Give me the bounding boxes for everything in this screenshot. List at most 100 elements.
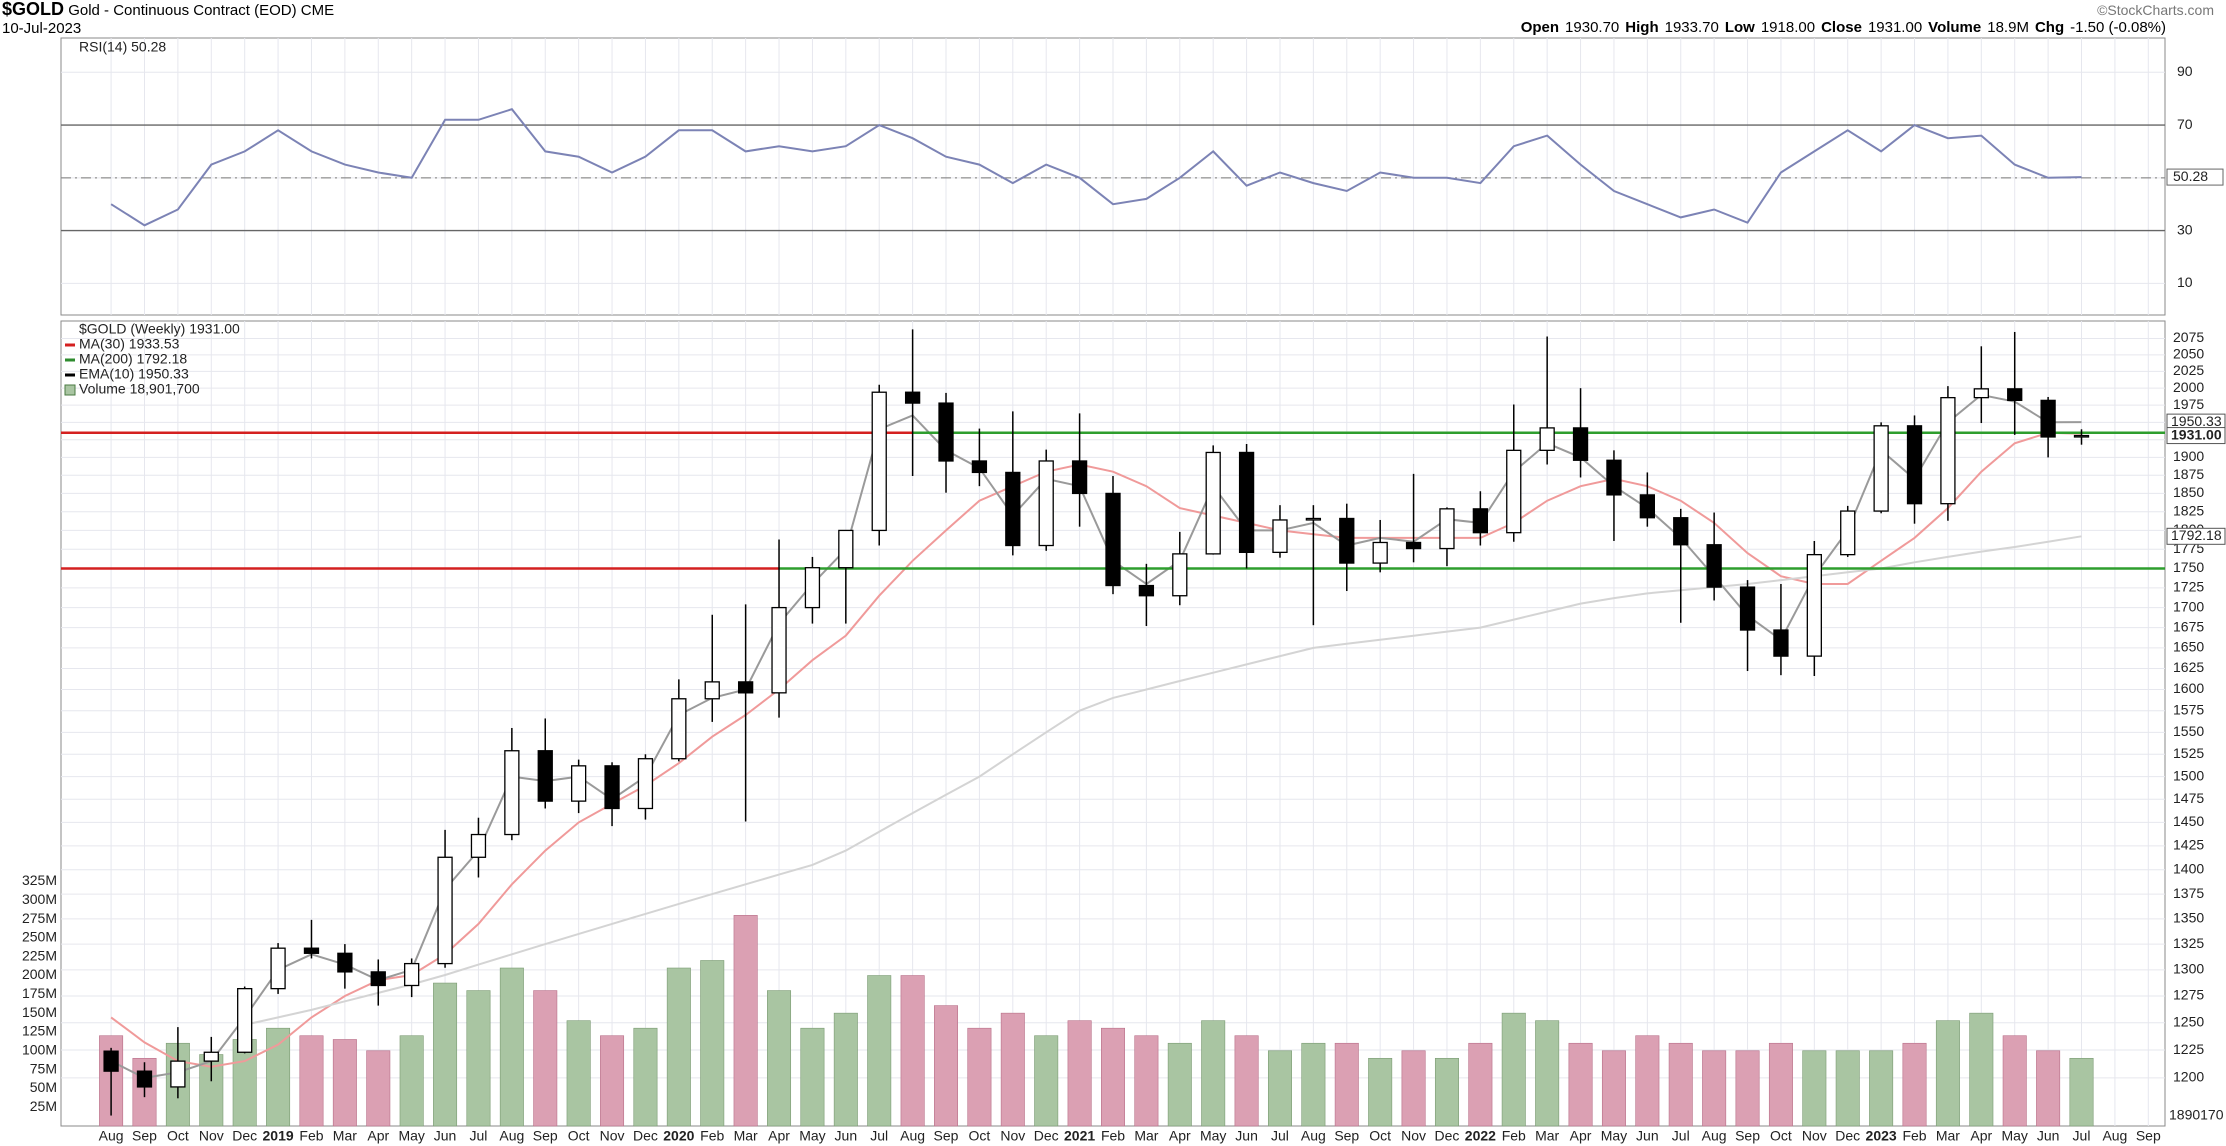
volume-bar	[934, 1005, 959, 1127]
candle-body	[671, 698, 687, 760]
value-marker-box	[2166, 168, 2224, 186]
volume-bar	[1234, 1035, 1259, 1127]
y-tick-label: 2025	[2173, 362, 2204, 378]
quote-label: Volume	[1928, 19, 1982, 36]
volume-bar	[299, 1035, 324, 1127]
x-tick-label: Nov	[1000, 1128, 1025, 1144]
candle-body	[804, 567, 821, 609]
x-tick-label: May	[799, 1128, 825, 1144]
candle-body	[1539, 427, 1555, 451]
y-tick-label: 1200	[2173, 1069, 2204, 1085]
candle-body	[1305, 517, 1322, 521]
x-tick-label: Nov	[1401, 1128, 1426, 1144]
x-tick-label: Feb	[1502, 1128, 1526, 1144]
y-tick-label: 1725	[2173, 579, 2204, 595]
volume-bar	[800, 1027, 825, 1127]
y-tick-label: 1450	[2173, 813, 2204, 829]
volume-bar	[1869, 1050, 1894, 1127]
quote-value: 1918.00	[1760, 19, 1816, 36]
rsi-line	[110, 108, 2082, 227]
y-tick-label: 1250	[2173, 1013, 2204, 1029]
x-tick-label: Jun	[434, 1128, 457, 1144]
candle-body	[1372, 541, 1388, 564]
candle-body	[437, 856, 453, 965]
candle-body	[571, 765, 587, 802]
quote-label: Open	[1520, 19, 1560, 36]
x-tick-label: Mar	[1936, 1128, 1960, 1144]
x-tick-label: Dec	[633, 1128, 658, 1144]
candle-body	[1105, 492, 1121, 587]
moving-average-line	[244, 535, 2082, 1026]
y-tick-label: 1325	[2173, 935, 2204, 951]
x-tick-label: Oct	[969, 1128, 991, 1144]
volume-bar	[1935, 1020, 1960, 1127]
x-tick-label: 2022	[1465, 1128, 1496, 1144]
candle-body	[1172, 553, 1188, 597]
x-tick-label: Jun	[1636, 1128, 1659, 1144]
volume-bar	[1635, 1035, 1660, 1127]
x-tick-label: Feb	[1101, 1128, 1125, 1144]
y-tick-label: 1875	[2173, 466, 2204, 482]
volume-bar	[266, 1027, 291, 1127]
candle-body	[737, 681, 754, 694]
x-tick-label: 2020	[663, 1128, 694, 1144]
x-tick-label: Aug	[499, 1128, 524, 1144]
x-tick-label: Apr	[1570, 1128, 1592, 1144]
candle-body	[270, 947, 286, 990]
volume-tick-label: 50M	[30, 1079, 57, 1095]
candle-body	[2073, 434, 2090, 438]
candle-body	[1606, 459, 1622, 496]
volume-bar	[1401, 1050, 1426, 1127]
candle-body	[1973, 388, 1989, 399]
symbol: $GOLD	[2, 0, 65, 19]
y-tick-label: 1750	[2173, 559, 2204, 575]
candle-body	[103, 1050, 119, 1072]
volume-tick-label: 200M	[22, 966, 57, 982]
legend-title: $GOLD (Weekly) 1931.00	[79, 321, 240, 337]
x-tick-label: Aug	[99, 1128, 124, 1144]
volume-tick-label: 75M	[30, 1060, 57, 1076]
y-tick-label: 1675	[2173, 618, 2204, 634]
candle-body	[1639, 494, 1655, 519]
volume-bar	[1468, 1042, 1493, 1127]
y-tick-label: 1975	[2173, 396, 2204, 412]
x-tick-label: Sep	[1334, 1128, 1359, 1144]
candle-body	[1873, 425, 1889, 512]
y-tick-label: 70	[2177, 116, 2193, 132]
volume-bar	[600, 1035, 625, 1127]
x-tick-label: Mar	[1535, 1128, 1559, 1144]
candle-body	[337, 952, 353, 973]
y-tick-label: 1275	[2173, 987, 2204, 1003]
y-tick-label: 1425	[2173, 837, 2204, 853]
x-tick-label: Aug	[1301, 1128, 1326, 1144]
y-tick-label: 30	[2177, 221, 2193, 237]
exchange: CME	[300, 2, 335, 19]
x-tick-label: Aug	[1702, 1128, 1727, 1144]
legend-label: EMA(10) 1950.33	[79, 366, 189, 382]
x-tick-label: Oct	[1770, 1128, 1792, 1144]
legend-swatch	[64, 384, 76, 396]
candle-body	[1238, 451, 1255, 554]
volume-bar	[733, 915, 758, 1127]
y-tick-label: 10	[2177, 274, 2193, 290]
volume-bar	[867, 975, 892, 1127]
volume-bar	[1134, 1035, 1159, 1127]
y-tick-label: 1625	[2173, 659, 2204, 675]
candle-body	[1673, 517, 1689, 546]
volume-bar	[1802, 1050, 1827, 1127]
x-tick-label: Nov	[600, 1128, 625, 1144]
candle-body	[504, 750, 520, 836]
x-tick-label: Jul	[2073, 1128, 2091, 1144]
volume-tick-label: 175M	[22, 985, 57, 1001]
y-tick-label: 1475	[2173, 790, 2204, 806]
x-tick-label: Apr	[1169, 1128, 1191, 1144]
volume-bar	[399, 1035, 424, 1127]
candle-body	[1506, 449, 1522, 534]
volume-bar	[1301, 1042, 1326, 1127]
candle-body	[1806, 553, 1822, 657]
price-marker-label: 1950.33	[2171, 413, 2222, 429]
candle-body	[370, 971, 386, 987]
x-tick-label: Jun	[2037, 1128, 2060, 1144]
candle-body	[1773, 629, 1789, 657]
candle-body	[136, 1070, 153, 1088]
